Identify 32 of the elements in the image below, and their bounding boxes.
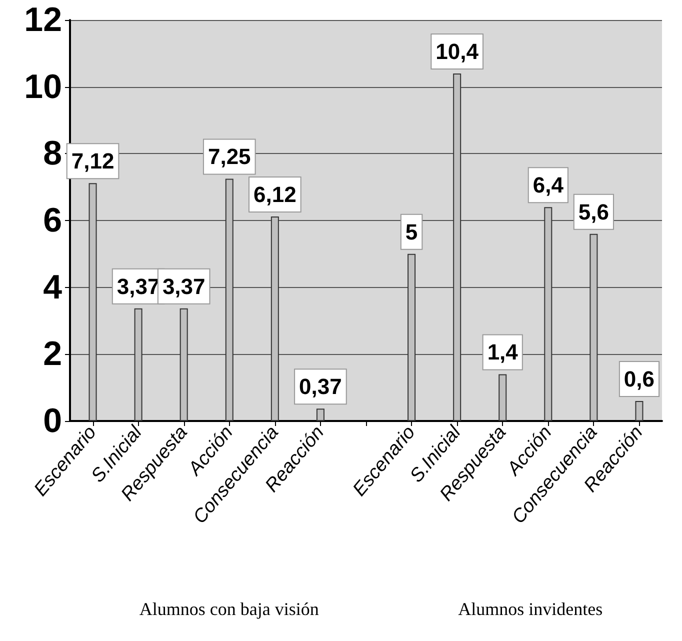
- data-label: 7,12: [71, 148, 114, 174]
- y-tick-label: 6: [43, 202, 62, 240]
- data-label: 5: [405, 219, 418, 244]
- bar: [270, 216, 279, 421]
- bar: [590, 234, 598, 421]
- bar: [134, 308, 142, 421]
- bar: [635, 400, 644, 421]
- bar: [408, 254, 416, 421]
- bar: [88, 183, 97, 421]
- y-tick-label: 8: [43, 134, 62, 173]
- data-label: 6,4: [532, 172, 564, 198]
- y-tick-label: 12: [24, 1, 62, 39]
- y-tick-label: 4: [43, 268, 62, 306]
- data-label: 0,6: [624, 366, 655, 392]
- data-label: 0,37: [299, 374, 342, 400]
- bar: [316, 408, 324, 421]
- data-label: 5,6: [578, 199, 609, 224]
- bar: [180, 308, 188, 421]
- data-label: 6,12: [254, 182, 296, 207]
- text: Alumnos invidentes: [458, 599, 603, 619]
- data-label: 10,4: [436, 38, 480, 64]
- data-label: 3,37: [116, 274, 160, 299]
- data-label: 7,25: [208, 144, 251, 170]
- bar: [544, 207, 552, 421]
- data-label: 1,4: [487, 340, 519, 365]
- text: Alumnos con baja visión: [139, 599, 319, 619]
- data-label: 3,37: [162, 274, 206, 299]
- bar: [453, 73, 462, 421]
- bar: [498, 374, 507, 421]
- y-tick-label: 10: [24, 68, 62, 106]
- y-tick-label: 2: [43, 335, 62, 374]
- bar: [225, 178, 234, 421]
